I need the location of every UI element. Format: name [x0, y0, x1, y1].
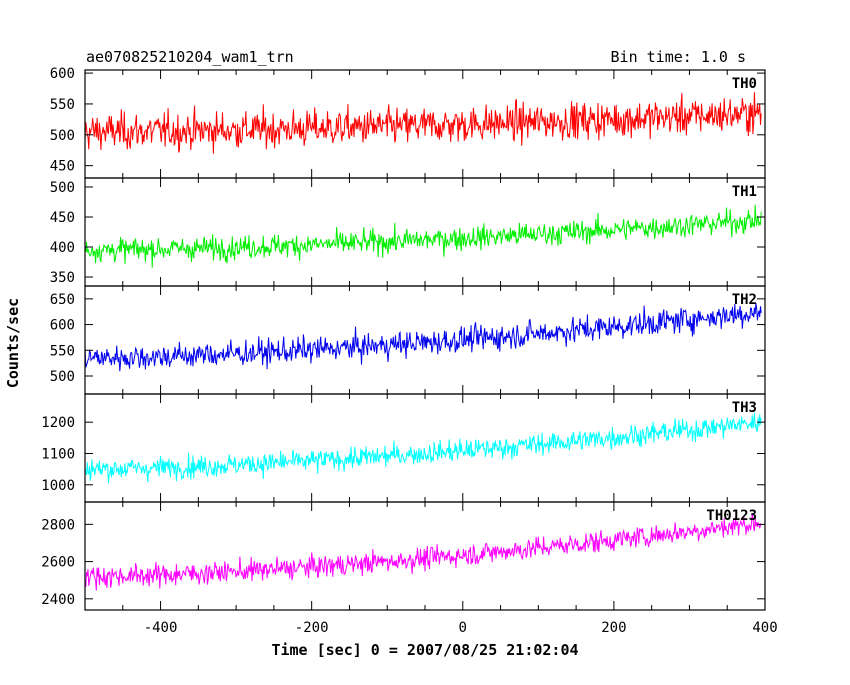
x-axis-label: Time [sec] 0 = 2007/08/25 21:02:04: [271, 641, 578, 659]
series-line-th3: [85, 412, 762, 484]
y-tick-label: 2600: [41, 555, 75, 571]
y-tick-label: 450: [50, 210, 75, 226]
panel-label-th0123: TH0123: [706, 508, 757, 524]
y-tick-label: 600: [50, 66, 75, 82]
panel-th0123: TH0123 2400 2600 2800: [41, 501, 766, 611]
x-tick-label: 0: [459, 620, 467, 636]
y-tick-label: 650: [50, 292, 75, 308]
y-tick-label: 350: [50, 270, 75, 286]
chart-title-left: ae070825210204_wam1_trn: [86, 48, 294, 66]
y-tick-label: 1200: [41, 415, 75, 431]
y-tick-label: 550: [50, 97, 75, 113]
panel-label-th0: TH0: [732, 76, 757, 92]
panel-label-th1: TH1: [732, 184, 757, 200]
panel-label-th3: TH3: [732, 400, 757, 416]
panel-th1: TH1 350 400 450 500: [50, 177, 766, 287]
panel-frame: [84, 393, 766, 503]
y-axis-label: Counts/sec: [4, 298, 22, 388]
y-tick-label: 400: [50, 240, 75, 256]
y-tick-label: 500: [50, 180, 75, 196]
x-tick-label: 400: [752, 620, 777, 636]
series-line-th0: [85, 92, 762, 154]
x-tick-label: -200: [295, 620, 329, 636]
series-line-th0123: [85, 513, 762, 591]
y-tick-label: 500: [50, 128, 75, 144]
panel-th2: TH2 500 550 600 650: [50, 285, 766, 395]
y-tick-label: 2800: [41, 517, 75, 533]
y-tick-label: 1000: [41, 478, 75, 494]
x-tick-label: -400: [144, 620, 178, 636]
y-tick-label: 550: [50, 343, 75, 359]
y-tick-label: 450: [50, 159, 75, 175]
y-tick-label: 500: [50, 369, 75, 385]
panel-frame: [84, 501, 766, 611]
panel-th3: TH3 1000 1100 1200: [41, 393, 766, 503]
series-line-th2: [85, 303, 762, 372]
panel-th0: TH0 450 500 550 600: [50, 66, 766, 179]
x-tick-label: 200: [601, 620, 626, 636]
y-tick-label: 600: [50, 318, 75, 334]
y-tick-label: 1100: [41, 446, 75, 462]
chart-title-right: Bin time: 1.0 s: [611, 48, 746, 66]
series-line-th1: [85, 204, 762, 268]
panel-label-th2: TH2: [732, 292, 757, 308]
panels-group: TH0 450 500 550 600 TH1 350 400 450 500 TH2 500 550 6…: [41, 66, 777, 636]
y-tick-label: 2400: [41, 592, 75, 608]
